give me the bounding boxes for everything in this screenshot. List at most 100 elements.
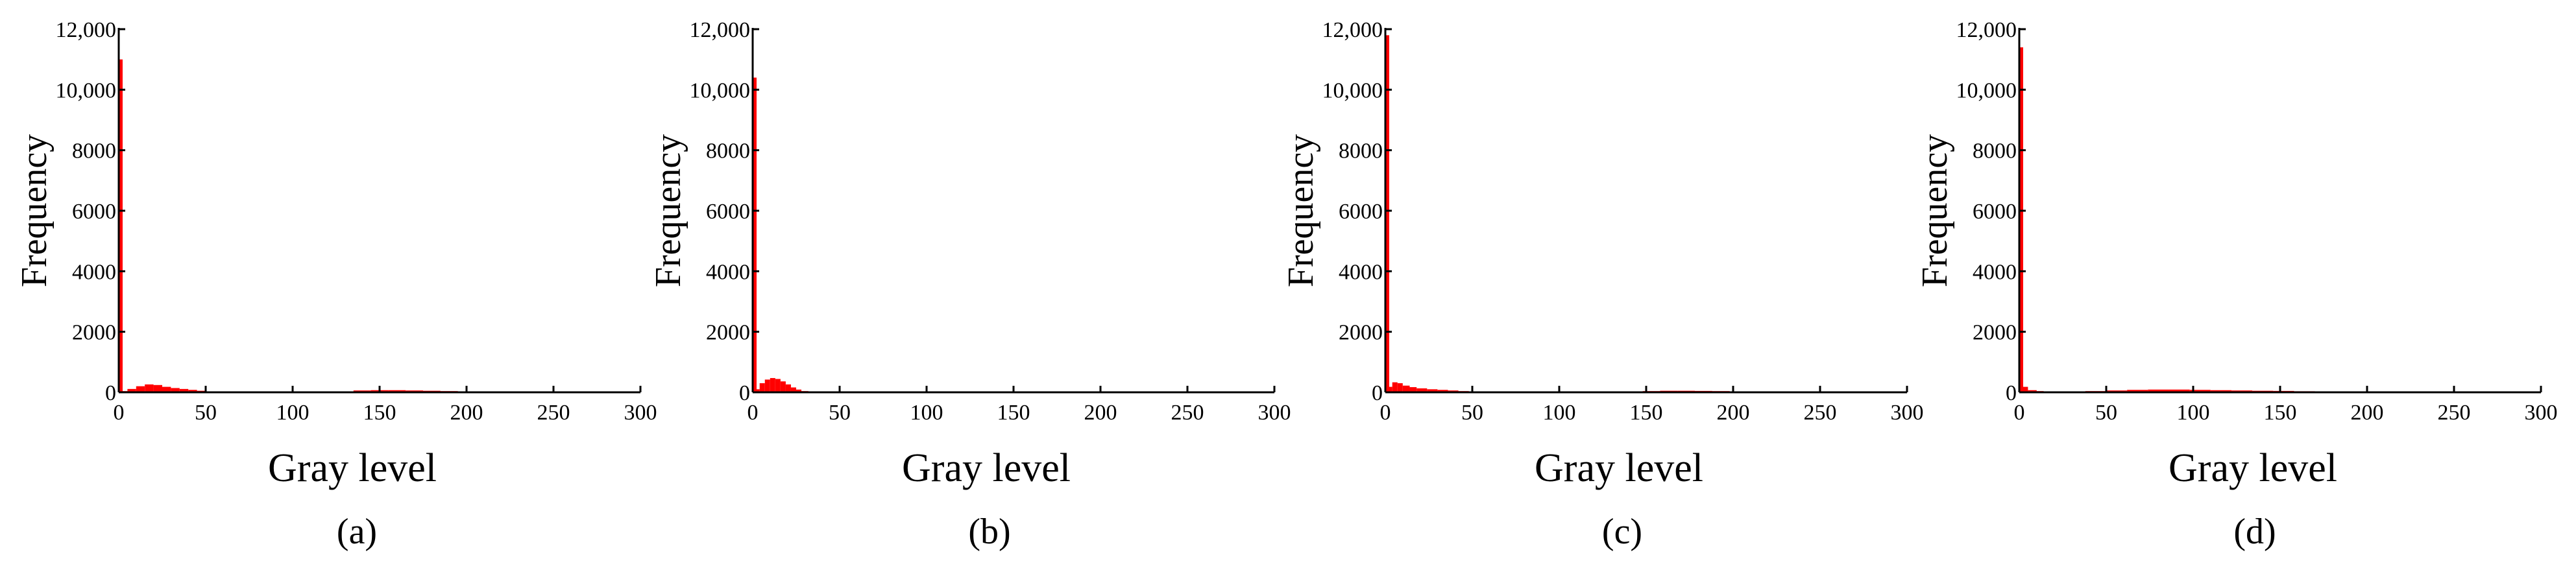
- y-axis-label: Frequency: [1915, 134, 1955, 287]
- x-axis-label: Gray level: [268, 446, 437, 490]
- histogram-bar: [1427, 389, 1438, 392]
- histogram-bar: [388, 390, 406, 392]
- x-tick-label: 0: [2014, 401, 2025, 425]
- histogram-bar: [1387, 386, 1392, 392]
- x-tick-label: 100: [276, 401, 310, 425]
- x-tick-label: 300: [624, 401, 657, 425]
- histogram-bar: [179, 388, 189, 392]
- y-tick-label: 6000: [1339, 200, 1383, 224]
- histogram-bar: [780, 381, 786, 392]
- x-tick-label: 300: [2525, 401, 2558, 425]
- x-axis-label: Gray level: [2169, 446, 2337, 490]
- x-tick-label: 0: [1380, 401, 1391, 425]
- y-tick-label: 6000: [1973, 200, 2017, 224]
- histogram-bar: [1392, 382, 1398, 392]
- histogram-bar: [2210, 390, 2231, 392]
- x-tick-label: 50: [195, 401, 217, 425]
- histogram-bar: [145, 384, 154, 392]
- histogram-panel-b: (b) 0 2000 4000 6000 8000 10,000 12,000 0 50 100 1…: [648, 18, 1291, 552]
- y-tick-label: 4000: [72, 260, 116, 284]
- histogram-bar: [759, 383, 765, 392]
- histogram-bar: [754, 389, 760, 392]
- y-tick-label: 12,000: [1956, 18, 2017, 42]
- histogram-bar: [153, 385, 162, 392]
- histogram-bar: [127, 388, 136, 392]
- y-axis-label: Frequency: [14, 134, 55, 287]
- histogram-panel-d: (d) 0 2000 4000 6000 8000 10,000 12,000 0 50 100 1…: [1915, 18, 2558, 552]
- x-axis-label: Gray level: [1535, 446, 1703, 490]
- histogram-bar: [764, 379, 770, 392]
- panel-caption: (b): [968, 512, 1010, 552]
- x-tick-label: 50: [829, 401, 851, 425]
- x-tick-label: 200: [1084, 401, 1117, 425]
- panel-caption: (c): [1602, 512, 1642, 552]
- x-tick-label: 200: [1717, 401, 1750, 425]
- histogram-bar: [1397, 383, 1403, 392]
- y-tick-label: 2000: [1339, 321, 1383, 345]
- y-tick-label: 10,000: [1322, 78, 1383, 102]
- y-tick-label: 10,000: [1956, 78, 2017, 102]
- y-tick-label: 4000: [1973, 260, 2017, 284]
- x-tick-label: 150: [363, 401, 396, 425]
- y-tick-label: 4000: [706, 260, 750, 284]
- x-tick-label: 0: [114, 401, 125, 425]
- x-tick-label: 100: [2177, 401, 2210, 425]
- histogram-bar: [770, 378, 775, 392]
- y-axis-label: Frequency: [1281, 134, 1321, 287]
- x-tick-label: 150: [2264, 401, 2297, 425]
- histogram-bar: [171, 388, 180, 392]
- y-tick-label: 4000: [1339, 260, 1383, 284]
- y-tick-label: 12,000: [690, 18, 751, 42]
- y-tick-label: 2000: [1973, 321, 2017, 345]
- histogram-bar: [796, 389, 802, 392]
- histogram-bar: [188, 390, 197, 392]
- histogram-bar: [1409, 387, 1417, 392]
- histogram-bar: [2127, 390, 2148, 392]
- x-tick-label: 150: [997, 401, 1030, 425]
- y-tick-label: 6000: [706, 200, 750, 224]
- histogram-panel-c: (c) 0 2000 4000 6000 8000 10,000 12,000 0 50 100 1…: [1281, 18, 1924, 552]
- x-tick-label: 250: [2438, 401, 2471, 425]
- x-tick-label: 100: [910, 401, 943, 425]
- histogram-bar: [775, 379, 781, 392]
- x-tick-label: 300: [1891, 401, 1924, 425]
- y-tick-label: 8000: [1339, 139, 1383, 163]
- y-tick-label: 8000: [1973, 139, 2017, 163]
- x-tick-label: 0: [747, 401, 759, 425]
- histogram-bar: [118, 59, 123, 392]
- histogram-bar: [752, 77, 757, 393]
- x-axis-label: Gray level: [902, 446, 1071, 490]
- y-tick-label: 8000: [706, 139, 750, 163]
- y-tick-label: 2000: [706, 321, 750, 345]
- x-tick-label: 250: [1171, 401, 1204, 425]
- histogram-bar: [2019, 47, 2023, 392]
- x-tick-label: 50: [2095, 401, 2117, 425]
- y-tick-label: 8000: [72, 139, 116, 163]
- histogram-bar: [2169, 389, 2190, 392]
- x-tick-label: 150: [1630, 401, 1663, 425]
- panel-caption: (d): [2233, 512, 2276, 552]
- x-tick-label: 100: [1543, 401, 1576, 425]
- histogram-bar: [1416, 388, 1428, 392]
- histogram-bar: [1402, 385, 1410, 392]
- x-tick-label: 200: [450, 401, 483, 425]
- histogram-bar: [2189, 390, 2211, 392]
- y-tick-label: 6000: [72, 200, 116, 224]
- histogram-bar: [785, 384, 791, 392]
- x-tick-label: 50: [1461, 401, 1483, 425]
- x-tick-label: 250: [537, 401, 570, 425]
- x-tick-label: 200: [2351, 401, 2384, 425]
- histogram-bar: [136, 386, 145, 392]
- y-tick-label: 0: [1372, 381, 1383, 405]
- y-tick-label: 10,000: [56, 78, 117, 102]
- histogram-bar: [790, 387, 796, 392]
- y-tick-label: 10,000: [690, 78, 751, 102]
- y-tick-label: 2000: [72, 321, 116, 345]
- x-tick-label: 250: [1804, 401, 1837, 425]
- y-tick-label: 12,000: [1322, 18, 1383, 42]
- histogram-bar: [162, 386, 171, 392]
- histogram-bar: [2028, 390, 2037, 392]
- y-axis-label: Frequency: [648, 134, 688, 287]
- panel-caption: (a): [337, 512, 377, 552]
- y-tick-label: 0: [2006, 381, 2017, 405]
